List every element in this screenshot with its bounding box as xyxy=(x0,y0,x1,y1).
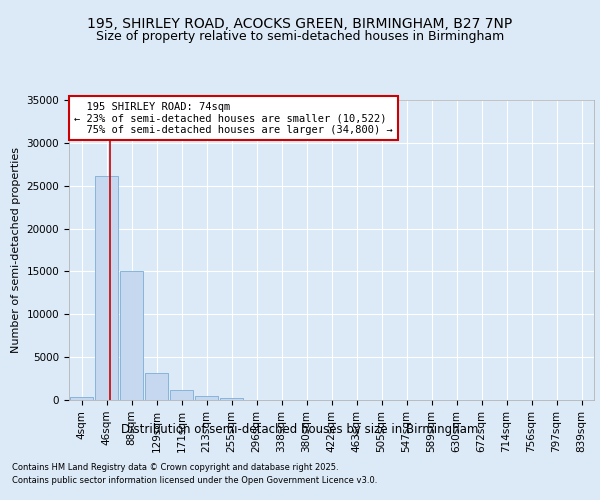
Bar xyxy=(220,398,243,400)
Bar xyxy=(95,176,118,400)
Bar xyxy=(145,374,168,400)
Bar xyxy=(70,397,93,400)
Text: Contains HM Land Registry data © Crown copyright and database right 2025.: Contains HM Land Registry data © Crown c… xyxy=(12,462,338,471)
Bar xyxy=(195,396,218,400)
Bar xyxy=(120,270,143,400)
Text: 195, SHIRLEY ROAD, ACOCKS GREEN, BIRMINGHAM, B27 7NP: 195, SHIRLEY ROAD, ACOCKS GREEN, BIRMING… xyxy=(88,18,512,32)
Y-axis label: Number of semi-detached properties: Number of semi-detached properties xyxy=(11,147,21,353)
Text: Distribution of semi-detached houses by size in Birmingham: Distribution of semi-detached houses by … xyxy=(121,422,479,436)
Text: Contains public sector information licensed under the Open Government Licence v3: Contains public sector information licen… xyxy=(12,476,377,485)
Bar xyxy=(170,390,193,400)
Text: Size of property relative to semi-detached houses in Birmingham: Size of property relative to semi-detach… xyxy=(96,30,504,43)
Text: 195 SHIRLEY ROAD: 74sqm
← 23% of semi-detached houses are smaller (10,522)
  75%: 195 SHIRLEY ROAD: 74sqm ← 23% of semi-de… xyxy=(74,102,393,134)
